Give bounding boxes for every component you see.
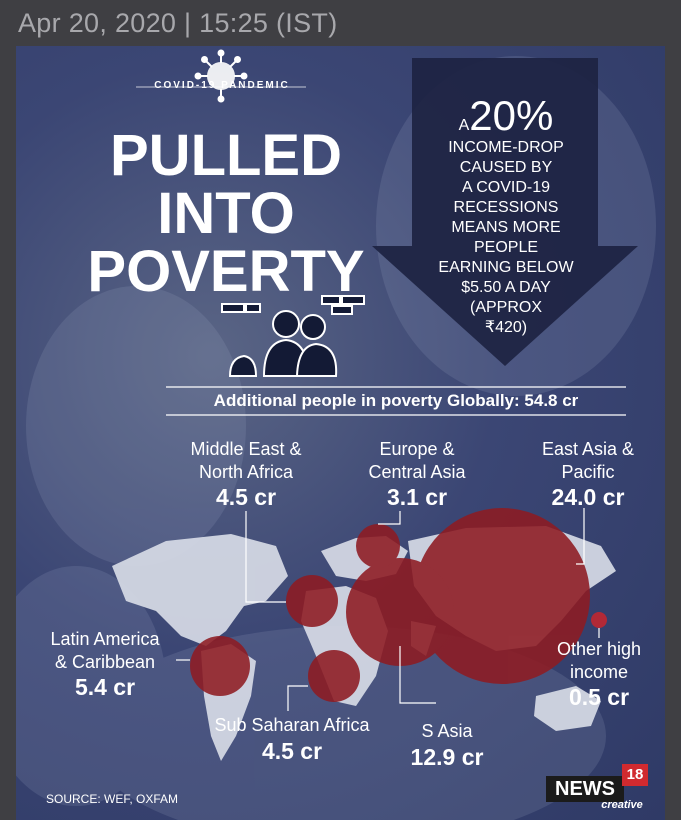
- infographic: COVID-19 PANDEMIC PULLED INTO POVERTY A2…: [16, 46, 665, 820]
- region-ssa-value: 4.5 cr: [261, 738, 323, 764]
- region-sa-value: 12.9 cr: [410, 744, 484, 770]
- arrow-line: MEANS MORE: [451, 219, 561, 236]
- arrow-headline: A20%: [418, 94, 594, 138]
- region-other-value: 0.5 cr: [568, 684, 630, 710]
- arrow-line: RECESSIONS: [453, 199, 559, 216]
- region-other-label: Other high income: [536, 638, 662, 684]
- arrow-percent: 20%: [469, 92, 554, 139]
- region-eca-label: Europe & Central Asia: [342, 438, 492, 484]
- timestamp: Apr 20, 2020 | 15:25 (IST): [18, 8, 338, 38]
- arrow-line: ₹420): [484, 319, 528, 336]
- region-label-line: East Asia &: [541, 439, 635, 459]
- region-label-line: North Africa: [198, 462, 294, 482]
- arrow-line: EARNING BELOW: [438, 259, 574, 276]
- title-line-1: PULLED: [110, 123, 342, 188]
- connector-lines: [176, 508, 600, 711]
- region-eap-label: East Asia & Pacific: [516, 438, 660, 484]
- infographic-graphics: [16, 49, 656, 820]
- arrow-text: A20% INCOME-DROP CAUSED BY A COVID-19 RE…: [418, 94, 594, 338]
- region-label-line: income: [569, 662, 629, 682]
- source-credit: SOURCE: WEF, OXFAM: [46, 792, 179, 806]
- region-eca-value: 3.1 cr: [386, 484, 448, 510]
- bubble-latin-america: [190, 636, 250, 696]
- virus-icon: [194, 49, 248, 103]
- region-mena-value: 4.5 cr: [215, 484, 277, 510]
- arrow-shape: [372, 58, 638, 366]
- bubble-europe: [356, 524, 400, 568]
- region-lac-label: Latin America & Caribbean: [30, 628, 180, 674]
- logo-word: NEWS: [555, 778, 615, 800]
- arrow-line: A COVID-19: [461, 179, 551, 196]
- region-lac-value: 5.4 cr: [74, 674, 136, 700]
- arrow-small: A: [458, 117, 470, 134]
- region-label-line: Middle East &: [190, 439, 302, 459]
- poverty-people-icon: [221, 295, 365, 377]
- region-label-line: & Caribbean: [54, 652, 156, 672]
- region-ssa-label: Sub Saharan Africa: [214, 715, 370, 735]
- status-bar: Apr 20, 2020 | 15:25 (IST): [0, 0, 681, 46]
- badge-text: COVID-19 PANDEMIC: [154, 80, 290, 91]
- bubble-east-asia: [414, 508, 590, 684]
- global-poverty-figure: Additional people in poverty Globally: 5…: [213, 391, 579, 410]
- region-mena-label: Middle East & North Africa: [166, 438, 326, 484]
- region-label-line: Pacific: [561, 462, 615, 482]
- bubble-south-asia: [346, 558, 454, 666]
- logo-sub: creative: [601, 799, 643, 811]
- arrow-line: $5.50 A DAY: [461, 279, 551, 296]
- title-line-2: INTO: [157, 181, 295, 246]
- arrow-line: PEOPLE: [473, 239, 539, 256]
- region-label-line: Europe &: [379, 439, 455, 459]
- arrow-line: INCOME-DROP: [448, 139, 564, 156]
- region-label-line: Central Asia: [368, 462, 466, 482]
- poverty-bubbles: [190, 508, 607, 702]
- arrow-line: (APPROX: [469, 299, 542, 316]
- region-sa-label: S Asia: [421, 721, 473, 741]
- arrow-line: CAUSED BY: [459, 159, 553, 176]
- logo-number: 18: [626, 766, 644, 783]
- title-line-3: POVERTY: [87, 239, 365, 304]
- bubble-other-high: [591, 612, 607, 628]
- bubble-mena: [286, 575, 338, 627]
- region-label-line: Latin America: [50, 629, 160, 649]
- region-eap-value: 24.0 cr: [551, 484, 625, 510]
- bubble-ssa: [308, 650, 360, 702]
- region-label-line: Other high: [556, 639, 642, 659]
